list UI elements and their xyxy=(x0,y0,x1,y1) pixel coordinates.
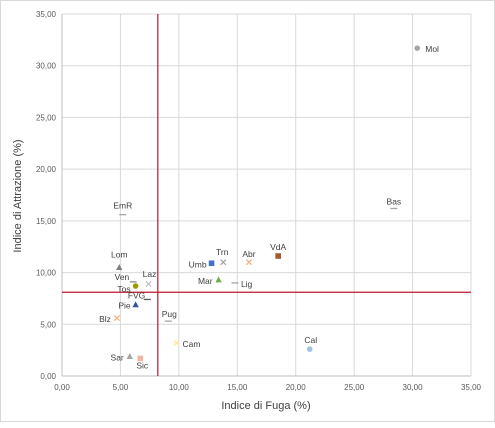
label-fvg: FVG xyxy=(128,290,145,300)
data-labels: Mol Bas EmR Lom Ven Laz Tos Trn Umb Abr VdA Mar Lig F… xyxy=(99,44,439,370)
y-tick-label: 5,00 xyxy=(40,320,56,329)
label-lom: Lom xyxy=(111,249,128,259)
point-tos xyxy=(132,283,139,289)
y-tick-label: 35,00 xyxy=(36,10,57,19)
y-tick-label: 25,00 xyxy=(36,113,57,122)
label-pug: Pug xyxy=(162,309,177,319)
label-ven: Ven xyxy=(115,272,130,282)
label-sar: Sar xyxy=(111,352,124,362)
x-axis-title: Indice di Fuga (%) xyxy=(221,400,310,412)
y-tick-label: 30,00 xyxy=(36,62,57,71)
x-tick-label: 30,00 xyxy=(403,383,424,392)
label-trn: Trn xyxy=(216,247,229,257)
label-blz: Blz xyxy=(99,314,111,324)
label-bas: Bas xyxy=(387,196,402,206)
label-mol: Mol xyxy=(425,44,439,54)
point-umb xyxy=(208,260,215,267)
point-cam xyxy=(173,339,180,346)
label-umb: Umb xyxy=(189,259,207,269)
label-pie: Pie xyxy=(118,301,131,311)
x-tick-label: 10,00 xyxy=(169,383,190,392)
point-mol xyxy=(414,45,421,51)
point-laz xyxy=(145,280,152,288)
label-laz: Laz xyxy=(143,269,157,279)
label-mar: Mar xyxy=(198,276,213,286)
label-emr: EmR xyxy=(113,201,132,211)
y-tick-label: 15,00 xyxy=(36,217,57,226)
label-cal: Cal xyxy=(304,335,317,345)
axis-layer: 0,00 5,00 10,00 15,00 20,00 25,00 30,00 35,00 0,… xyxy=(36,10,482,392)
label-tos: Tos xyxy=(117,284,130,294)
x-tick-label: 20,00 xyxy=(286,383,307,392)
x-tick-label: 25,00 xyxy=(344,383,365,392)
y-tick-label: 20,00 xyxy=(36,165,57,174)
label-sic: Sic xyxy=(136,360,149,370)
point-vda xyxy=(275,253,281,259)
grid-layer xyxy=(61,13,472,377)
label-cam: Cam xyxy=(183,339,201,349)
point-abr xyxy=(245,259,253,266)
x-tick-label: 5,00 xyxy=(113,383,129,392)
point-blz xyxy=(113,315,120,322)
y-tick-label: 0,00 xyxy=(40,372,56,381)
point-cal xyxy=(306,346,313,352)
reference-lines xyxy=(62,14,471,376)
point-trn xyxy=(220,259,227,266)
label-lig: Lig xyxy=(241,279,253,289)
label-vda: VdA xyxy=(270,242,286,252)
point-lom xyxy=(116,264,123,270)
x-tick-label: 35,00 xyxy=(461,383,482,392)
point-sar xyxy=(126,353,133,359)
point-sic xyxy=(137,355,144,362)
label-abr: Abr xyxy=(242,249,255,259)
point-mar xyxy=(215,276,222,283)
point-pie xyxy=(132,301,139,308)
y-tick-label: 10,00 xyxy=(36,269,57,278)
data-points xyxy=(113,45,421,362)
y-axis-title: Indice di Attrazione (%) xyxy=(12,139,24,252)
x-tick-label: 15,00 xyxy=(227,383,248,392)
x-tick-label: 0,00 xyxy=(54,383,70,392)
